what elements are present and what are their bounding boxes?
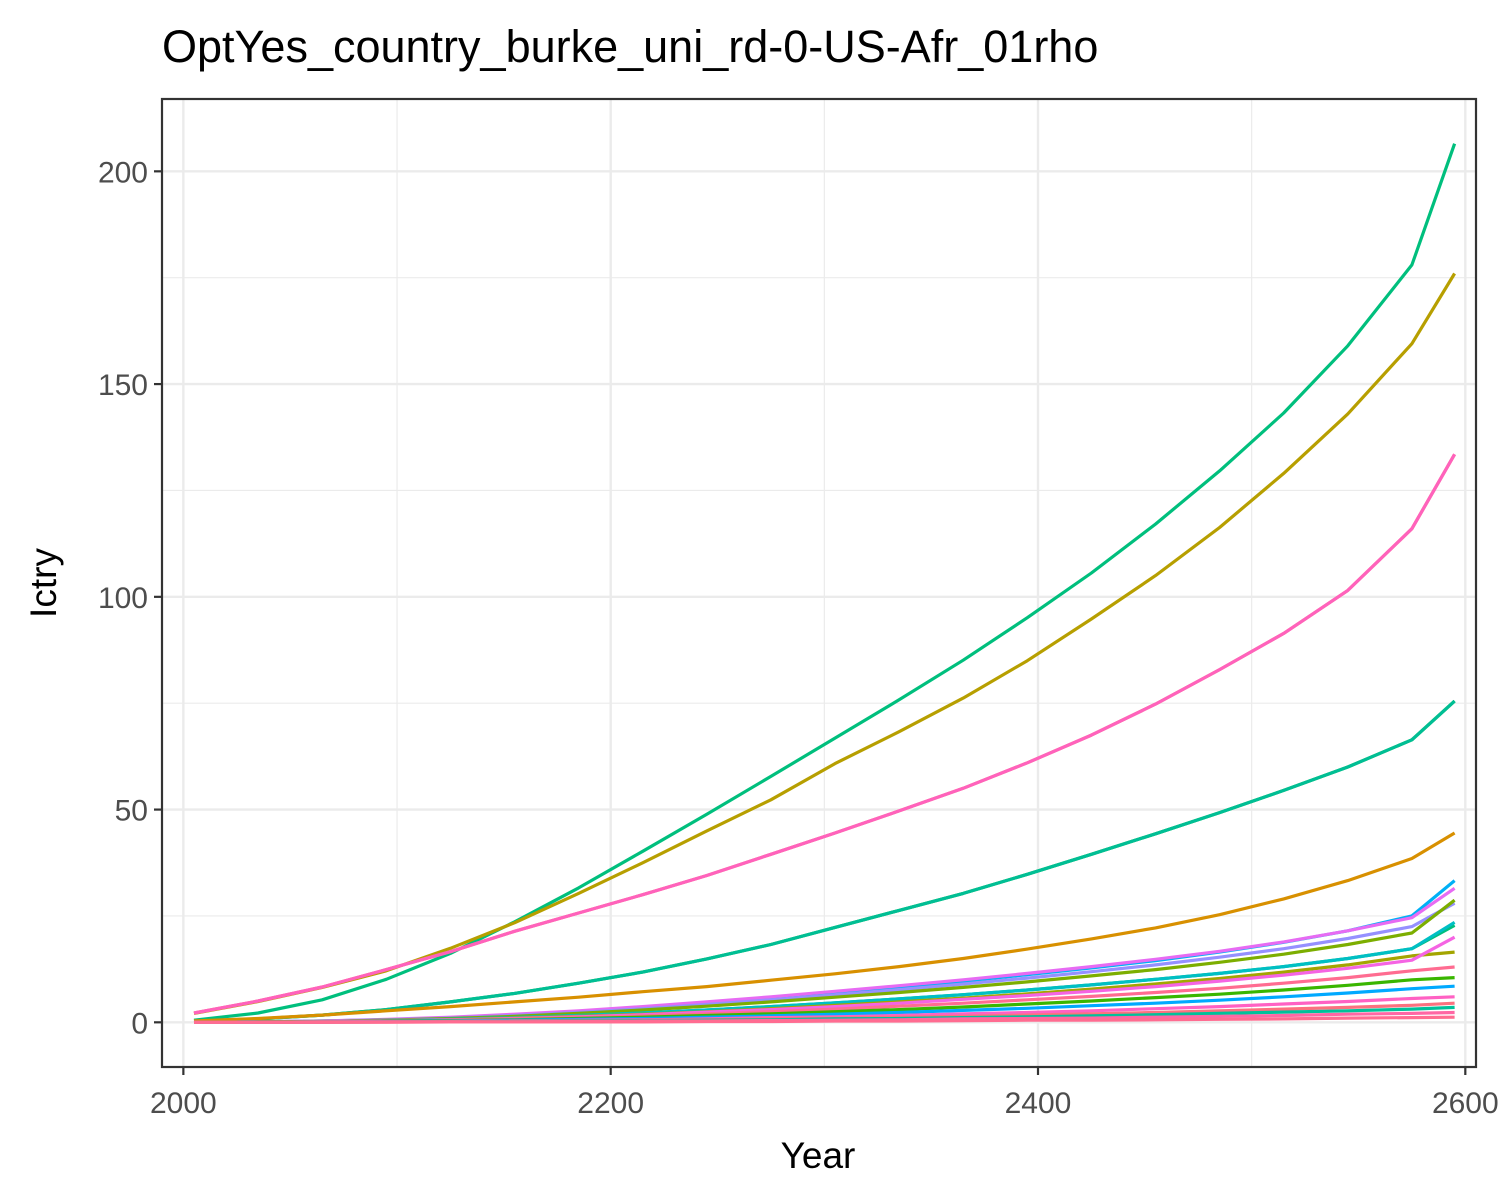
y-tick-label: 150 — [98, 369, 148, 402]
series-group — [193, 143, 1457, 1024]
y-tick-label: 200 — [98, 156, 148, 189]
x-tick-label: 2400 — [1005, 1087, 1072, 1120]
series-line-7 — [193, 831, 1456, 1023]
plot-panel-background — [162, 99, 1476, 1067]
series-line-1 — [193, 143, 1457, 1022]
y-tick-label: 0 — [131, 1007, 148, 1040]
series-line-23 — [194, 1015, 1455, 1024]
y-axis-title: Ictry — [23, 548, 64, 618]
x-tick-label: 2200 — [577, 1087, 644, 1120]
series-line-6 — [193, 699, 1456, 1023]
chart-title: OptYes_country_burke_uni_rd-0-US-Afr_01r… — [162, 21, 1098, 72]
x-axis: 2000 2200 2400 2600 — [150, 1067, 1499, 1120]
y-tick-label: 100 — [98, 582, 148, 615]
x-tick-label: 2000 — [150, 1087, 217, 1120]
series-line-4 — [193, 453, 1456, 1015]
y-tick-label: 50 — [115, 795, 148, 828]
y-axis: 0 50 100 150 200 — [98, 156, 162, 1040]
plot-panel-border — [160, 97, 1478, 1069]
x-axis-title: Year — [781, 1135, 856, 1176]
x-tick-label: 2600 — [1432, 1087, 1499, 1120]
grid-minor — [162, 99, 1476, 1067]
